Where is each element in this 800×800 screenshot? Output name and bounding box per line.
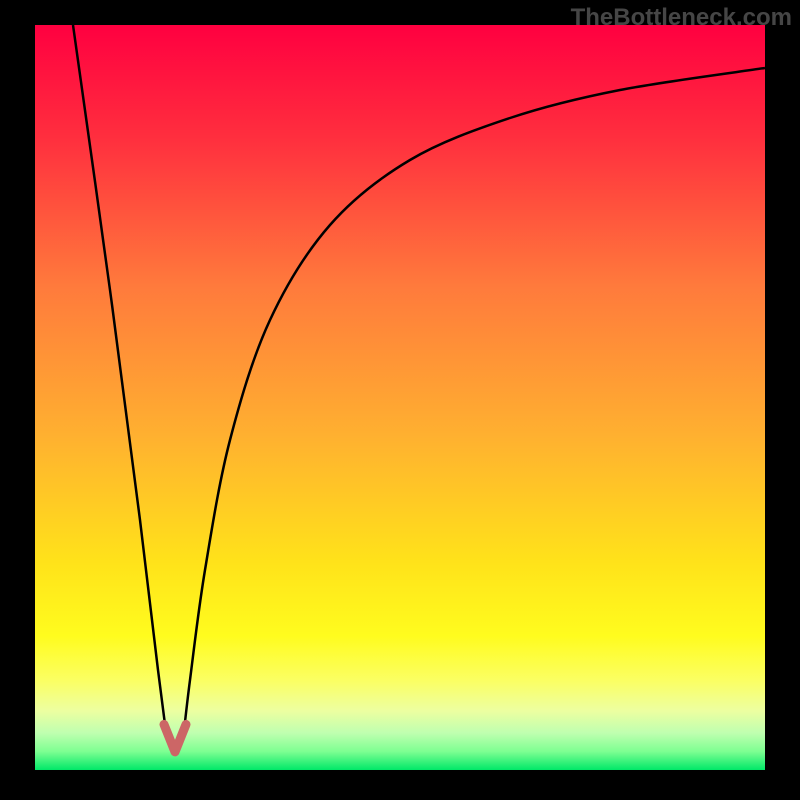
chart-svg [0,0,800,800]
plot-area [35,25,765,770]
gradient-background [35,25,765,770]
chart-container: TheBottleneck.com [0,0,800,800]
watermark-label: TheBottleneck.com [571,4,792,32]
